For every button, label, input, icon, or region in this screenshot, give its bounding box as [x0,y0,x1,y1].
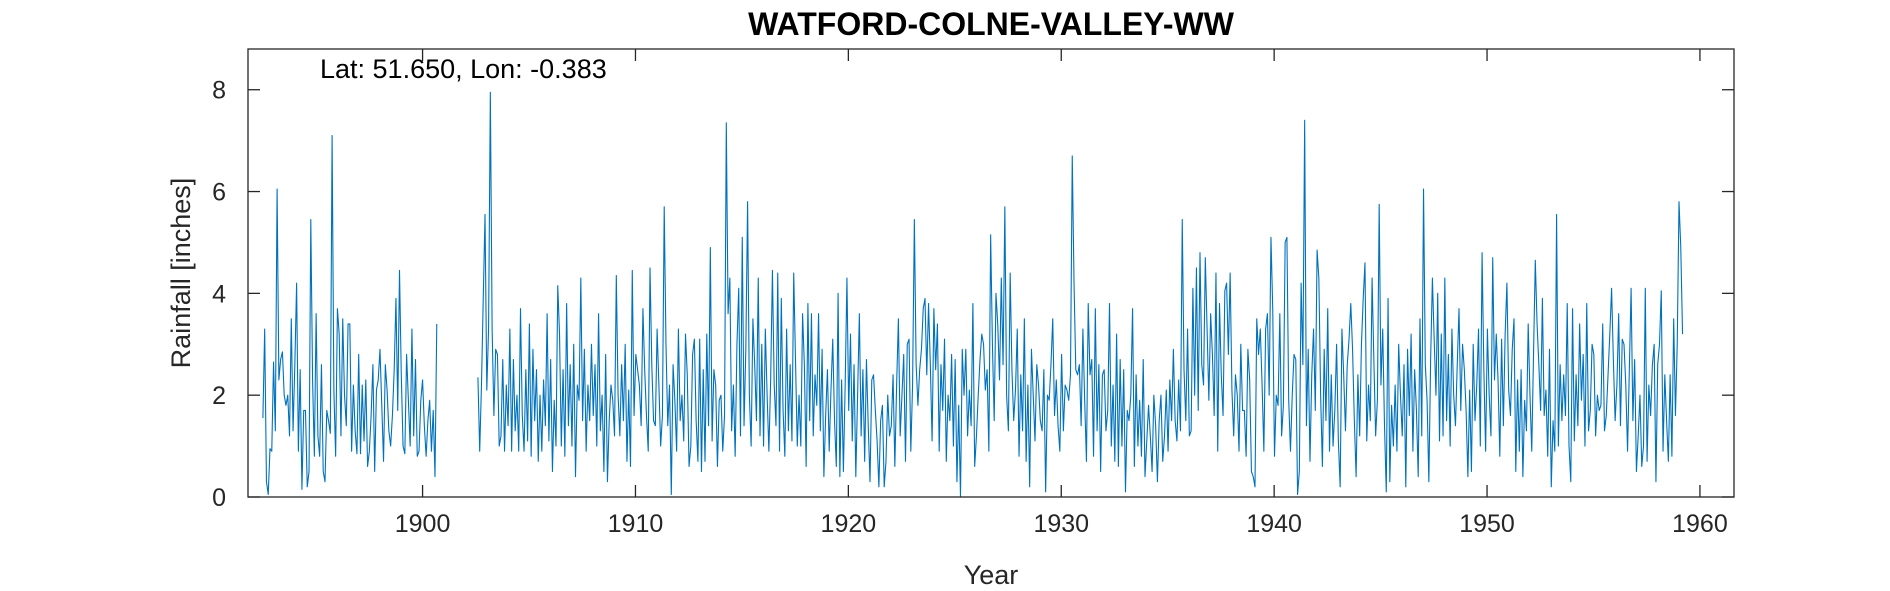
y-axis: 0 2 4 6 8 [212,77,1734,512]
location-annotation: Lat: 51.650, Lon: -0.383 [320,54,607,84]
x-tick-label: 1930 [1033,510,1089,538]
chart-title: WATFORD-COLNE-VALLEY-WW [748,6,1235,42]
x-tick-label: 1920 [821,510,877,538]
axes-box [247,48,1735,498]
series-layer [262,91,1684,498]
y-axis-label: Rainfall [inches] [166,178,196,369]
y-tick-label: 4 [212,280,226,308]
x-tick-label: 1940 [1246,510,1302,538]
series-line-segment-1 [477,91,1684,498]
y-tick-label: 0 [212,484,226,512]
x-tick-label: 1960 [1672,510,1728,538]
x-tick-label: 1910 [608,510,664,538]
y-tick-label: 2 [212,382,226,410]
y-tick-label: 6 [212,179,226,207]
y-tick-label: 8 [212,77,226,105]
x-axis: 1900 1910 1920 1930 1940 1950 1960 [395,49,1728,538]
x-tick-label: 1950 [1459,510,1515,538]
x-tick-label: 1900 [395,510,451,538]
series-line-segment-0 [262,135,438,496]
x-axis-label: Year [964,560,1019,590]
